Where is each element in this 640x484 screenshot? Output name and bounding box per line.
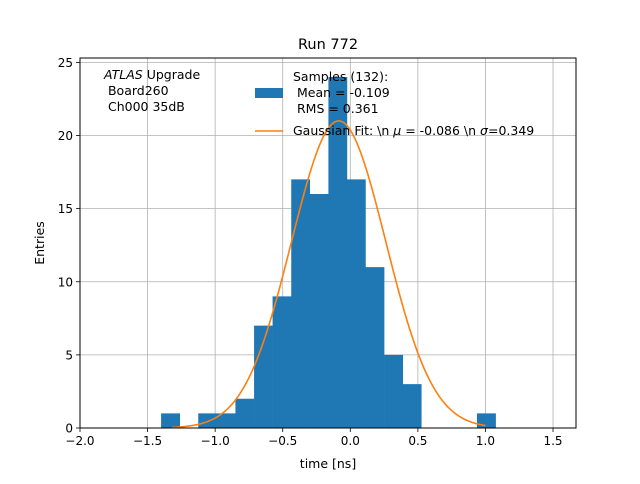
- histogram-bar: [346, 179, 366, 428]
- x-tick-label: −0.5: [268, 434, 297, 448]
- annotation-line-3: Ch000 35dB: [104, 99, 185, 114]
- legend-samples-line-3: RMS = 0.361: [293, 101, 379, 116]
- annotation-line-2: Board260: [104, 83, 169, 98]
- histogram-bar: [309, 194, 329, 428]
- legend-fit-label: Gaussian Fit: \n μ = -0.086 \n σ=0.349: [293, 123, 534, 138]
- y-tick-label: 20: [58, 129, 73, 143]
- histogram-bar: [272, 296, 292, 428]
- histogram-bar: [291, 179, 311, 428]
- annotation-atlas-italic: ATLAS: [103, 67, 143, 82]
- y-tick-label: 5: [65, 348, 73, 362]
- legend-fit-mu-text: = -0.086 \n: [401, 123, 480, 138]
- annotation-upgrade: Upgrade: [143, 67, 201, 82]
- legend-fit-prefix: Gaussian Fit: \n: [293, 123, 393, 138]
- legend-fit-mu-symbol: μ: [392, 123, 401, 138]
- legend-fit-sigma-text: =0.349: [488, 123, 534, 138]
- legend-fit-sigma-symbol: σ: [480, 123, 489, 138]
- histogram-bar: [328, 77, 348, 429]
- chart-title: Run 772: [298, 37, 358, 53]
- y-tick-label: 25: [58, 56, 73, 70]
- ticks-layer: −2.0 −1.5 −1.0 −0.5 0.0 0.5 1.0 1.5 0 5 10 15 20 25: [58, 56, 563, 448]
- x-tick-label: −1.0: [201, 434, 230, 448]
- x-tick-label: 1.5: [543, 434, 562, 448]
- x-tick-label: 1.0: [476, 434, 495, 448]
- histogram-bar: [216, 413, 236, 428]
- plot-frame: [79, 57, 577, 429]
- histogram-bar: [254, 325, 273, 428]
- histogram-bar: [384, 354, 404, 428]
- x-tick-label: 0.5: [408, 434, 427, 448]
- y-axis-label: Entries: [32, 221, 47, 265]
- histogram-bar: [365, 267, 385, 428]
- fit-layer: [171, 120, 486, 429]
- legend-samples-swatch: [255, 88, 283, 98]
- x-tick-label: −2.0: [65, 434, 94, 448]
- x-axis-label: time [ns]: [300, 456, 356, 471]
- x-tick-label: −1.5: [133, 434, 162, 448]
- gaussian-fit-line: [171, 120, 486, 429]
- histogram-bar: [161, 413, 181, 428]
- y-tick-label: 15: [58, 202, 73, 216]
- histogram-bar: [476, 413, 496, 428]
- legend: Samples (132): Mean = -0.109 RMS = 0.361…: [255, 69, 534, 138]
- annotation-line-1: ATLAS Upgrade: [103, 67, 200, 82]
- histogram-bar: [235, 398, 255, 428]
- x-tick-label: 0.0: [341, 434, 360, 448]
- histogram-bar: [402, 384, 422, 428]
- y-tick-label: 10: [58, 275, 73, 289]
- legend-samples-line-2: Mean = -0.109: [293, 85, 390, 100]
- bars-layer: [161, 77, 496, 429]
- atlas-annotation: ATLAS Upgrade Board260 Ch000 35dB: [103, 67, 200, 114]
- y-tick-label: 0: [65, 422, 73, 436]
- legend-samples-line-1: Samples (132):: [293, 69, 388, 84]
